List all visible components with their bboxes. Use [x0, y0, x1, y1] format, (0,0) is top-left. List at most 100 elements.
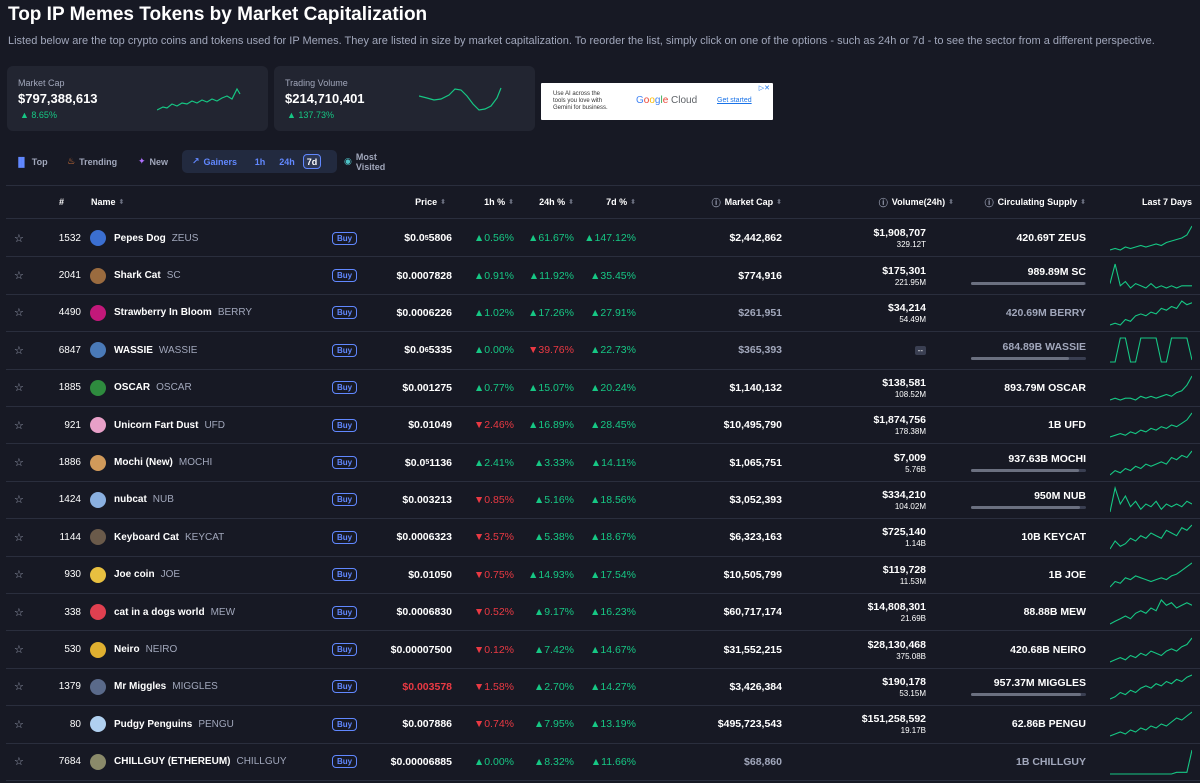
tab-trending[interactable]: ♨ Trending [67, 150, 117, 173]
star-icon[interactable]: ☆ [14, 344, 24, 357]
token-name[interactable]: Joe coin JOE [114, 569, 181, 581]
table-row[interactable]: ☆ 1379 Mr Miggles MIGGLES Buy $0.003578 ▼ 1.58%… [6, 669, 1200, 707]
table-row[interactable]: ☆ 921 Unicorn Fart Dust UFD Buy $0.01049 ▼ 2.46… [6, 407, 1200, 445]
rank: 6847 [58, 344, 81, 356]
period-24h[interactable]: 24h [279, 156, 295, 167]
table-row[interactable]: ☆ 1144 Keyboard Cat KEYCAT Buy $0.0006323 ▼ 3.5… [6, 519, 1200, 557]
tab-top[interactable]: ▐▌ Top [15, 150, 48, 173]
sparkline-line [1110, 524, 1192, 550]
star-icon[interactable]: ☆ [14, 681, 24, 694]
period-1h[interactable]: 1h [254, 156, 266, 167]
table-row[interactable]: ☆ 7684 CHILLGUY (ETHEREUM) CHILLGUY Buy $0.00… [6, 744, 1200, 781]
col-rank[interactable]: # [59, 197, 65, 207]
price: $0.0 5 1136 [404, 456, 452, 469]
token-symbol: ZEUS [171, 232, 199, 244]
buy-button[interactable]: Buy [332, 220, 358, 256]
token-name[interactable]: Shark Cat SC [114, 270, 181, 282]
buy-button[interactable]: Buy [332, 631, 358, 667]
star-icon[interactable]: ☆ [14, 494, 24, 507]
token-logo [90, 257, 108, 293]
col-1h[interactable]: 1h % ⬍ [484, 197, 514, 207]
token-name[interactable]: Mochi (New) MOCHI [114, 457, 213, 469]
star-icon[interactable]: ☆ [14, 307, 24, 320]
star-icon[interactable]: ☆ [14, 457, 24, 470]
table-row[interactable]: ☆ 80 Pudgy Penguins PENGU Buy $0.007886 ▼ 0.74%… [6, 706, 1200, 744]
buy-button[interactable]: Buy [332, 519, 358, 555]
buy-button[interactable]: Buy [332, 370, 358, 406]
table-row[interactable]: ☆ 530 Neiro NEIRO Buy $0.00007500 ▼ 0.12% ▲ 7.42%… [6, 631, 1200, 669]
table-row[interactable]: ☆ 1885 OSCAR OSCAR Buy $0.001275 ▲ 0.77% ▲ 15.07%… [6, 370, 1200, 407]
star-icon[interactable]: ☆ [14, 531, 24, 544]
token-name[interactable]: CHILLGUY (ETHEREUM) CHILLGUY [114, 756, 287, 768]
star-icon[interactable]: ☆ [14, 270, 24, 283]
change-1h: ▼ 0.75% [473, 568, 514, 581]
token-name[interactable]: Pudgy Penguins PENGU [114, 718, 234, 730]
table-row[interactable]: ☆ 1424 nubcat NUB Buy $0.003213 ▼ 0.85% ▲ 5.16% ▲ 1… [6, 482, 1200, 520]
buy-button[interactable]: Buy [332, 482, 358, 518]
buy-button[interactable]: Buy [332, 744, 358, 780]
period-7d[interactable]: 7d [303, 154, 321, 169]
ad-get-started-link[interactable]: Get started [717, 97, 752, 104]
ad-choices-icon[interactable]: ▷✕ [758, 85, 770, 92]
buy-button[interactable]: Buy [332, 557, 358, 593]
token-name[interactable]: cat in a dogs world MEW [114, 606, 236, 618]
tab-most-visited[interactable]: ◉ Most Visited [344, 150, 385, 173]
buy-button[interactable]: Buy [332, 407, 358, 443]
trading-volume-card[interactable]: Trading Volume $214,710,401 ▲ 137.73% [274, 66, 535, 131]
col-24h[interactable]: 24h % ⬍ [539, 197, 574, 207]
token-name[interactable]: Strawberry In Bloom BERRY [114, 307, 253, 319]
sort-icon: ⬍ [776, 199, 782, 206]
circulating-supply: 1B UFD [1048, 419, 1086, 432]
star-icon[interactable]: ☆ [14, 606, 24, 619]
star-icon[interactable]: ☆ [14, 232, 24, 245]
buy-button[interactable]: Buy [332, 669, 358, 705]
change-24h: ▲ 17.26% [527, 306, 574, 319]
col-supply[interactable]: ⓘ Circulating Supply ⬍ [984, 197, 1086, 208]
table-row[interactable]: ☆ 930 Joe coin JOE Buy $0.01050 ▼ 0.75% ▲ 14.93% ▲… [6, 557, 1200, 594]
market-cap: $10,505,799 [723, 568, 782, 581]
col-7d[interactable]: 7d % ⬍ [606, 197, 636, 207]
token-name[interactable]: Unicorn Fart Dust UFD [114, 419, 226, 431]
token-name[interactable]: Mr Miggles MIGGLES [114, 681, 218, 693]
sort-icon: ⬍ [948, 199, 954, 206]
table-row[interactable]: ☆ 2041 Shark Cat SC Buy $0.0007828 ▲ 0.91% ▲ 11.9… [6, 257, 1200, 295]
col-name[interactable]: Name ⬍ [91, 197, 125, 207]
buy-button[interactable]: Buy [332, 295, 358, 331]
tab-gainers[interactable]: ↗ Gainers [192, 150, 237, 173]
col-volume[interactable]: ⓘ Volume(24h) ⬍ [878, 197, 954, 208]
token-name[interactable]: Neiro NEIRO [114, 644, 178, 656]
tab-new[interactable]: ✦ New [138, 150, 168, 173]
table-row[interactable]: ☆ 6847 WASSIE WASSIE Buy $0.0 6 5335 ▲ 0.00% ▼ 39.7… [6, 332, 1200, 370]
sparkline-7d [1110, 631, 1194, 667]
buy-button[interactable]: Buy [332, 706, 358, 742]
buy-button[interactable]: Buy [332, 444, 358, 480]
token-name[interactable]: WASSIE WASSIE [114, 344, 198, 356]
info-icon[interactable]: ⓘ [984, 197, 994, 208]
col-market-cap[interactable]: ⓘ Market Cap ⬍ [711, 197, 782, 208]
advertisement[interactable]: Use AI across the tools you love with Ge… [541, 83, 773, 120]
token-logo [90, 519, 108, 555]
star-icon[interactable]: ☆ [14, 569, 24, 582]
token-name[interactable]: OSCAR OSCAR [114, 382, 192, 394]
star-icon[interactable]: ☆ [14, 419, 24, 432]
star-icon[interactable]: ☆ [14, 382, 24, 395]
market-cap-card[interactable]: Market Cap $797,388,613 ▲ 8.65% [7, 66, 268, 131]
token-name[interactable]: Keyboard Cat KEYCAT [114, 531, 225, 543]
info-icon[interactable]: ⓘ [878, 197, 888, 208]
info-icon[interactable]: ⓘ [711, 197, 721, 208]
buy-button[interactable]: Buy [332, 594, 358, 630]
star-icon[interactable]: ☆ [14, 756, 24, 769]
star-icon[interactable]: ☆ [14, 644, 24, 657]
col-price[interactable]: Price ⬍ [415, 197, 446, 207]
token-name[interactable]: nubcat NUB [114, 494, 174, 506]
buy-button[interactable]: Buy [332, 332, 358, 368]
token-name[interactable]: Pepes Dog ZEUS [114, 232, 199, 244]
buy-button[interactable]: Buy [332, 257, 358, 293]
sparkline-7d [1110, 519, 1194, 555]
table-row[interactable]: ☆ 4490 Strawberry In Bloom BERRY Buy $0.00062… [6, 295, 1200, 333]
table-row[interactable]: ☆ 1886 Mochi (New) MOCHI Buy $0.0 5 1136 ▲ 2.41% ▲… [6, 444, 1200, 482]
table-row[interactable]: ☆ 338 cat in a dogs world MEW Buy $0.0006830 ▼… [6, 594, 1200, 632]
star-icon[interactable]: ☆ [14, 718, 24, 731]
sort-icon: ⬍ [508, 199, 514, 206]
table-row[interactable]: ☆ 1532 Pepes Dog ZEUS Buy $0.0 5 5806 ▲ 0.56% ▲ 61.… [6, 220, 1200, 258]
